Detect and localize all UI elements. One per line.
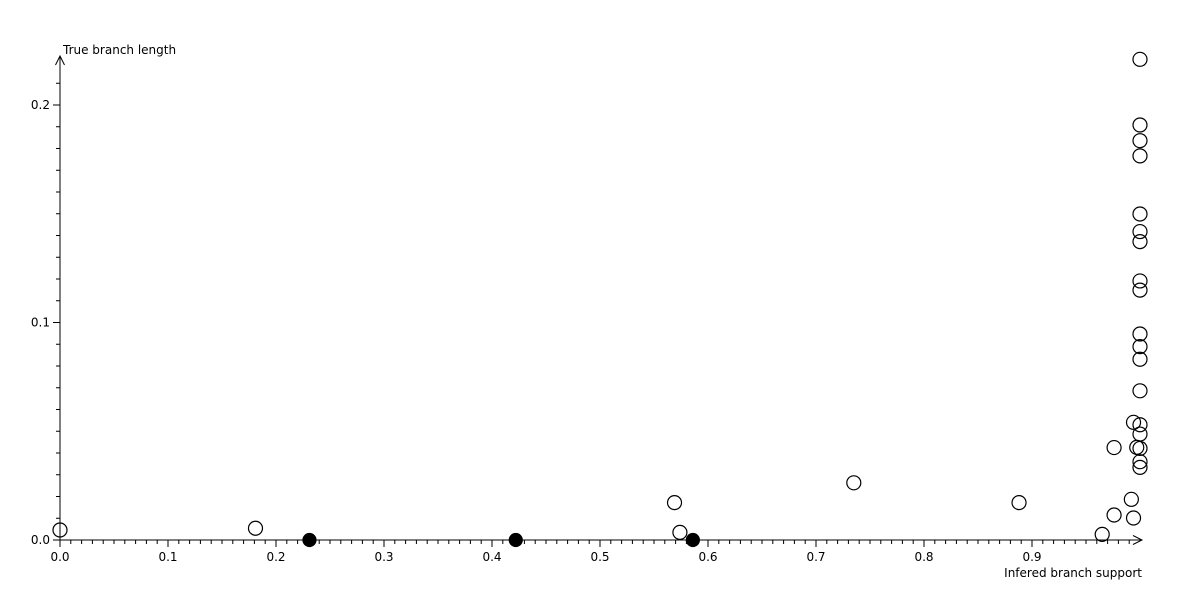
data-point-open — [1011, 494, 1027, 511]
y-tick-label: 0.1 — [31, 316, 50, 330]
data-point-open — [1132, 282, 1148, 298]
data-point-open — [1132, 273, 1148, 289]
data-point-open — [1132, 206, 1148, 222]
data-point-open — [1132, 454, 1148, 470]
x-tick-label: 0.2 — [266, 550, 285, 564]
data-point-open — [1094, 526, 1110, 542]
x-tick-label: 0.5 — [590, 550, 609, 564]
data-point-open — [1132, 417, 1148, 433]
data-point-filled — [508, 532, 523, 548]
data-point-open — [666, 494, 683, 511]
data-point-open — [1132, 233, 1148, 250]
data-point-open — [1132, 351, 1148, 367]
x-tick-label: 0.7 — [806, 550, 825, 564]
data-point-open — [1132, 440, 1148, 457]
data-point-open — [846, 475, 862, 491]
data-point-open — [1132, 133, 1148, 149]
data-point-open — [1132, 117, 1148, 133]
x-tick-label: 0.8 — [914, 550, 933, 564]
y-axis-title: True branch length — [63, 43, 177, 57]
data-point-open — [672, 524, 688, 540]
x-axis-arrow-icon — [1132, 535, 1144, 545]
data-point-open — [1125, 414, 1142, 430]
data-point-open — [1132, 223, 1148, 240]
x-tick-label: 0.3 — [374, 550, 393, 564]
data-point-open — [1132, 459, 1148, 475]
data-point-open — [1132, 426, 1148, 442]
data-point-open — [1106, 439, 1122, 456]
data-point-open — [1125, 510, 1142, 526]
y-tick-label: 0.2 — [31, 98, 50, 112]
x-tick-label: 0.6 — [698, 550, 717, 564]
data-point-open — [1132, 148, 1148, 164]
data-point-open — [1132, 383, 1148, 399]
data-point-filled — [302, 532, 317, 548]
data-point-open — [1123, 491, 1139, 507]
data-point-open — [1132, 326, 1148, 342]
data-point-open — [247, 520, 264, 536]
data-point-open — [1132, 51, 1148, 67]
y-axis-arrow-icon — [55, 54, 65, 66]
x-axis-title: Infered branch support — [1004, 566, 1142, 580]
data-point-open — [1132, 339, 1148, 355]
x-tick-label: 0.1 — [158, 550, 177, 564]
data-point-filled — [685, 532, 700, 548]
data-point-open — [52, 522, 68, 538]
y-tick-label: 0.0 — [31, 533, 50, 547]
x-tick-label: 0.4 — [482, 550, 501, 564]
data-point-open — [1106, 507, 1122, 523]
x-tick-label: 0.9 — [1022, 550, 1041, 564]
x-tick-label: 0.0 — [50, 550, 69, 564]
